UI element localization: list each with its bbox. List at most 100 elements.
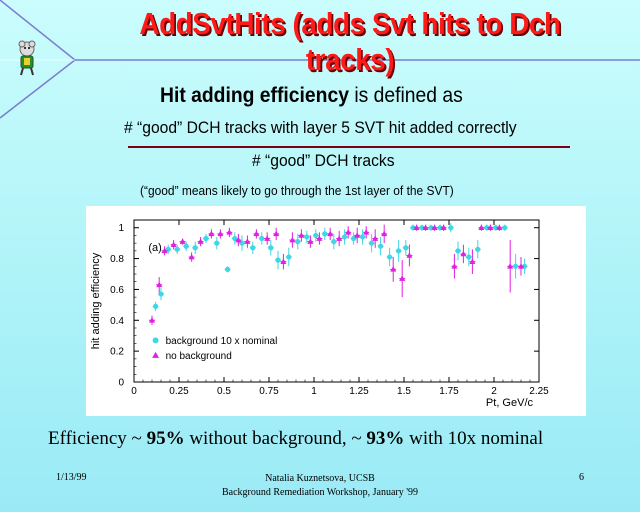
data-point-background-10x — [448, 225, 454, 231]
data-point-background-10x — [331, 239, 337, 245]
data-point-no-background — [507, 263, 514, 269]
data-point-no-background — [298, 232, 305, 238]
data-point-background-10x — [225, 266, 231, 272]
data-point-no-background — [363, 229, 370, 235]
x-tick-label: 0.5 — [217, 386, 231, 397]
data-point-no-background — [381, 230, 388, 237]
definition-line: Hit adding efficiency is defined as — [160, 84, 463, 108]
data-point-background-10x — [360, 234, 366, 240]
data-point-background-10x — [396, 248, 402, 254]
x-tick-label: 1.5 — [397, 386, 411, 397]
x-tick-label: 0.25 — [169, 386, 189, 397]
y-tick-label: 0.2 — [110, 347, 124, 358]
x-tick-label: 1 — [311, 386, 317, 397]
data-point-no-background — [460, 250, 467, 257]
data-point-no-background — [179, 238, 186, 244]
data-point-background-10x — [455, 248, 461, 254]
definition-term: Hit adding efficiency — [160, 84, 349, 107]
data-point-background-10x — [214, 240, 220, 246]
definition-suffix: is defined as — [348, 84, 463, 107]
data-point-no-background — [440, 224, 447, 231]
data-point-no-background — [235, 236, 242, 243]
efficiency-chart-svg: 0 0.25 0.5 0.75 1 1.25 1.5 1.75 2 2.25 0 0.2 0.4 0.6 0… — [90, 219, 549, 409]
summary-value-no-background: 95% — [146, 428, 185, 449]
x-tick-label: 2 — [491, 386, 497, 397]
slide-title: AddSvtHits (adds Svt hits to Dch tracks) — [139, 6, 561, 77]
y-tick-label: 0.8 — [110, 254, 124, 265]
data-point-no-background — [161, 247, 168, 254]
x-axis-label: Pt, GeV/c — [486, 397, 534, 409]
footer-date: 1/13/99 — [56, 472, 87, 483]
footer-event: Background Remediation Workshop, January… — [221, 487, 419, 498]
legend-marker-triangle — [152, 351, 160, 358]
data-point-no-background — [518, 263, 524, 269]
data-point-background-10x — [259, 235, 265, 242]
data-point-background-10x — [313, 232, 319, 239]
data-point-background-10x — [304, 234, 310, 240]
data-point-background-10x — [466, 254, 472, 260]
data-point-background-10x — [387, 254, 393, 260]
data-point-no-background — [336, 235, 343, 241]
data-point-background-10x — [369, 240, 375, 246]
data-point-background-10x — [158, 291, 164, 297]
data-point-no-background — [431, 224, 438, 231]
fraction-numerator: # “good” DCH tracks with layer 5 SVT hit… — [124, 118, 517, 137]
data-point-no-background — [170, 241, 177, 247]
summary-text-3: with 10x nominal — [404, 428, 544, 449]
data-point-background-10x — [286, 254, 292, 260]
y-tick-label: 1 — [118, 223, 124, 234]
mascot-icon — [18, 40, 36, 76]
legend-label: no background — [166, 351, 232, 362]
data-point-no-background — [413, 224, 420, 231]
footer-credits: Natalia Kuznetsova, UCSB Background Reme… — [170, 472, 470, 500]
summary-value-with-background: 93% — [366, 428, 405, 449]
plot-frame — [133, 219, 540, 383]
data-point-background-10x — [502, 225, 508, 231]
good-definition-note: (“good” means likely to go through the 1… — [140, 183, 454, 198]
summary-line: Efficiency ~ 95% without background, ~ 9… — [48, 428, 543, 450]
data-point-no-background — [188, 253, 195, 260]
data-point-no-background — [478, 224, 485, 231]
data-point-no-background — [226, 229, 233, 235]
summary-text-2: without background, ~ — [184, 428, 367, 449]
data-point-no-background — [451, 263, 458, 269]
y-tick-label: 0.4 — [110, 316, 124, 327]
data-point-no-background — [496, 224, 503, 231]
data-point-no-background — [217, 230, 224, 237]
data-point-no-background — [149, 317, 155, 323]
x-tick-label: 2.25 — [529, 386, 549, 397]
x-tick-label: 0.75 — [259, 386, 279, 397]
data-point-no-background — [244, 238, 251, 244]
data-point-no-background — [327, 230, 334, 237]
data-point-no-background — [253, 230, 260, 237]
y-tick-label: 0.6 — [110, 285, 124, 296]
data-point-background-10x — [403, 245, 409, 251]
panel-label: (a) — [148, 242, 161, 254]
data-point-no-background — [208, 230, 215, 237]
data-point-no-background — [289, 236, 296, 243]
data-point-background-10x — [322, 231, 328, 237]
data-point-no-background — [469, 258, 476, 264]
data-point-background-10x — [268, 245, 274, 251]
data-point-no-background — [273, 230, 280, 237]
data-point-no-background — [399, 275, 406, 281]
data-point-no-background — [487, 224, 494, 231]
footer-author: Natalia Kuznetsova, UCSB — [265, 473, 375, 484]
data-point-background-10x — [174, 246, 180, 252]
data-point-background-10x — [153, 303, 159, 309]
data-point-no-background — [406, 252, 413, 258]
data-point-background-10x — [183, 243, 189, 249]
data-point-no-background — [316, 235, 323, 241]
footer-page-number: 6 — [579, 472, 584, 483]
data-point-background-10x — [513, 263, 519, 269]
data-point-no-background — [156, 281, 163, 288]
data-point-no-background — [197, 238, 204, 244]
data-point-background-10x — [203, 235, 209, 242]
header-decoration — [0, 0, 640, 119]
data-point-no-background — [372, 235, 379, 241]
y-tick-label: 0 — [118, 378, 124, 389]
legend-marker-circle — [152, 337, 159, 344]
data-point-background-10x — [475, 246, 481, 252]
data-point-background-10x — [275, 257, 281, 263]
data-point-no-background — [354, 232, 361, 238]
